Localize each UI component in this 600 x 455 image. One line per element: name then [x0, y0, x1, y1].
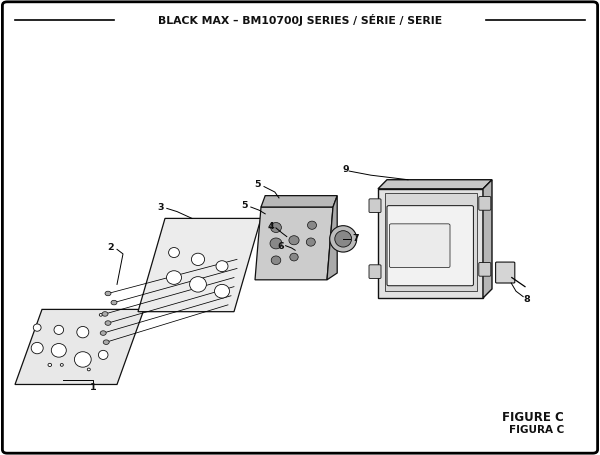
Text: 9: 9: [342, 165, 349, 174]
Ellipse shape: [307, 238, 316, 246]
Ellipse shape: [216, 261, 228, 272]
Text: BLACK MAX – BM10700J SERIES / SÉRIE / SERIE: BLACK MAX – BM10700J SERIES / SÉRIE / SE…: [158, 14, 442, 25]
FancyBboxPatch shape: [496, 262, 515, 283]
Ellipse shape: [34, 324, 41, 331]
FancyBboxPatch shape: [369, 265, 381, 278]
Text: FIGURE C: FIGURE C: [502, 411, 564, 424]
Polygon shape: [378, 180, 492, 189]
Ellipse shape: [48, 363, 52, 367]
Text: 8: 8: [523, 295, 530, 304]
Ellipse shape: [88, 368, 90, 371]
Polygon shape: [255, 207, 333, 280]
Circle shape: [102, 312, 108, 316]
Polygon shape: [378, 189, 483, 298]
Ellipse shape: [100, 313, 103, 316]
Polygon shape: [385, 193, 477, 291]
Text: 5: 5: [255, 180, 261, 189]
Ellipse shape: [60, 364, 64, 366]
Circle shape: [105, 291, 111, 296]
Ellipse shape: [290, 253, 298, 261]
Ellipse shape: [77, 327, 89, 338]
Ellipse shape: [308, 221, 317, 229]
Ellipse shape: [271, 256, 281, 264]
Ellipse shape: [270, 238, 282, 249]
FancyBboxPatch shape: [479, 197, 491, 210]
Ellipse shape: [289, 236, 299, 245]
Text: 4: 4: [268, 222, 275, 231]
Polygon shape: [261, 196, 337, 207]
FancyBboxPatch shape: [389, 224, 450, 268]
FancyBboxPatch shape: [479, 263, 491, 276]
Ellipse shape: [215, 284, 229, 298]
Ellipse shape: [54, 325, 64, 334]
Text: 1: 1: [89, 383, 97, 392]
Ellipse shape: [191, 253, 205, 266]
Ellipse shape: [167, 271, 182, 284]
Ellipse shape: [330, 226, 356, 252]
Circle shape: [111, 300, 117, 305]
Text: 5: 5: [242, 201, 248, 210]
FancyBboxPatch shape: [369, 199, 381, 212]
Polygon shape: [15, 309, 144, 384]
Polygon shape: [138, 218, 261, 312]
Text: 3: 3: [158, 202, 164, 212]
Ellipse shape: [98, 350, 108, 359]
Ellipse shape: [271, 222, 281, 233]
Circle shape: [105, 321, 111, 325]
Text: 7: 7: [352, 234, 359, 243]
Circle shape: [103, 340, 109, 344]
Polygon shape: [327, 196, 337, 280]
Ellipse shape: [52, 344, 67, 357]
Ellipse shape: [74, 352, 91, 367]
Ellipse shape: [190, 277, 206, 292]
Ellipse shape: [335, 231, 352, 247]
Text: 6: 6: [277, 242, 284, 251]
Text: FIGURA C: FIGURA C: [509, 425, 564, 435]
Polygon shape: [483, 180, 492, 298]
Text: 2: 2: [107, 243, 115, 253]
Ellipse shape: [169, 248, 179, 258]
Ellipse shape: [31, 342, 43, 354]
FancyBboxPatch shape: [387, 206, 473, 286]
Circle shape: [100, 331, 106, 335]
